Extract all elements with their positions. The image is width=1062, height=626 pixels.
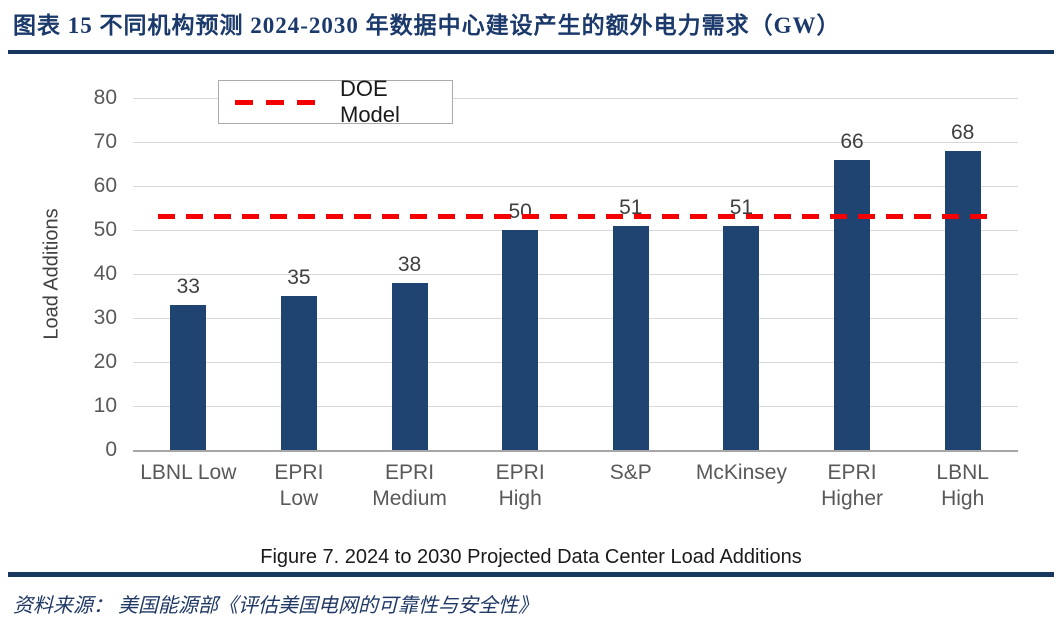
top-divider	[8, 50, 1054, 54]
bar-value-label: 50	[508, 200, 532, 223]
y-tick-label: 10	[93, 394, 117, 417]
y-tick-label: 20	[93, 350, 117, 373]
bar	[280, 296, 317, 450]
x-tick-label: LBNL High	[936, 461, 989, 510]
bar	[170, 304, 207, 450]
x-tick-label: EPRI High	[495, 461, 545, 510]
bottom-divider	[8, 572, 1054, 577]
gridline	[133, 98, 1018, 99]
bar	[834, 159, 871, 450]
y-tick-label: 0	[105, 438, 117, 461]
bar	[391, 282, 428, 450]
gridline	[133, 274, 1018, 275]
gridline	[133, 186, 1018, 187]
x-tick-label: EPRI Medium	[372, 461, 447, 510]
legend-label: DOE Model	[340, 76, 400, 127]
bar-value-label: 66	[840, 129, 864, 153]
bar	[723, 225, 760, 450]
y-tick-label: 40	[93, 262, 117, 285]
bar-value-label: 35	[287, 266, 311, 289]
bar-group: 51 S&P	[576, 98, 687, 484]
bar-group: 66 EPRI Higher	[797, 98, 908, 510]
x-tick-label: EPRI Low	[274, 461, 324, 510]
gridline	[133, 318, 1018, 319]
bar-value-label: 68	[951, 120, 975, 144]
gridline	[133, 142, 1018, 143]
x-tick-label: EPRI Higher	[821, 461, 883, 510]
y-tick-label: 30	[93, 306, 117, 329]
bar-chart-plot-area: DOE Model 0 10 20 30 40 50 60 70 80 33 LBNL Low 35 E…	[94, 76, 1018, 510]
y-tick-label: 50	[93, 218, 117, 241]
bar-group: 38 EPRI Medium	[354, 98, 465, 510]
bar	[502, 230, 539, 450]
gridline	[133, 406, 1018, 407]
bar-value-label: 51	[619, 195, 643, 219]
y-tick-label: 80	[93, 86, 117, 109]
gridline	[133, 230, 1018, 231]
bar-group: 50 EPRI High	[465, 98, 576, 510]
bar-group: 68 LBNL High	[907, 98, 1018, 510]
source-note: 资料来源： 美国能源部《评估美国电网的可靠性与安全性》	[13, 595, 538, 617]
bar-value-label: 38	[397, 252, 422, 276]
bar-value-label: 51	[729, 195, 754, 219]
y-tick-label: 60	[93, 174, 117, 197]
legend: DOE Model	[218, 76, 453, 127]
x-tick-label: LBNL Low	[140, 461, 237, 484]
doe-model-reference-line	[158, 214, 993, 220]
bar-value-label: 33	[176, 274, 200, 298]
bar	[944, 150, 981, 450]
bar-group: 51 McKinsey	[686, 98, 797, 484]
doe-model-dash-swatch	[235, 99, 325, 105]
y-tick-label: 70	[93, 130, 117, 153]
page-title: 图表 15 不同机构预测 2024-2030 年数据中心建设产生的额外电力需求（…	[13, 13, 841, 38]
x-tick-label: S&P	[609, 461, 652, 484]
gridline	[133, 362, 1018, 363]
bar	[612, 225, 649, 450]
chart-caption: Figure 7. 2024 to 2030 Projected Data Ce…	[260, 546, 802, 568]
bar-group: 33 LBNL Low	[133, 98, 244, 484]
x-tick-label: McKinsey	[695, 461, 787, 484]
bar-group: 35 EPRI Low	[244, 98, 355, 510]
